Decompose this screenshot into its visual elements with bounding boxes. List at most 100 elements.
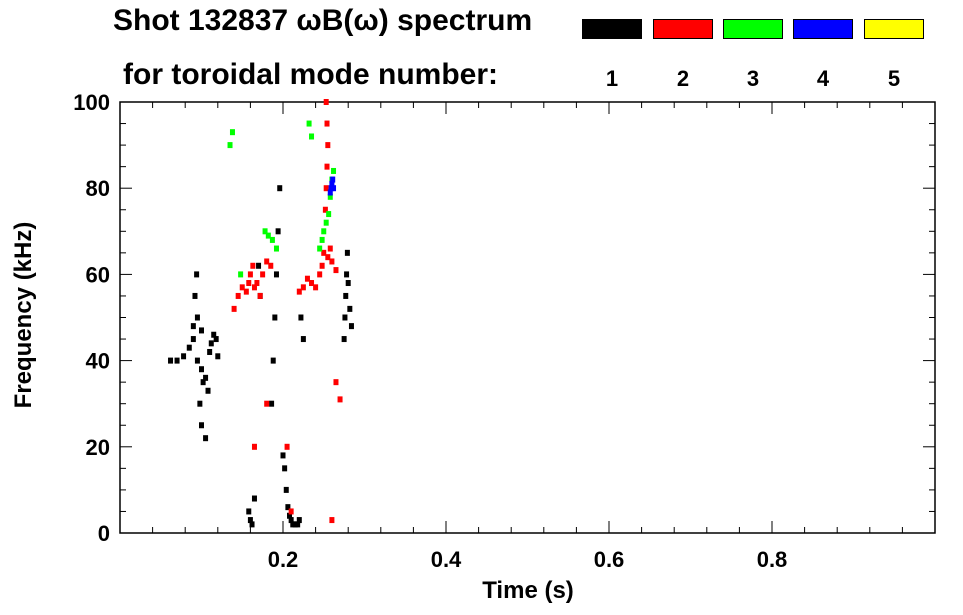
plot-border — [119, 101, 936, 534]
series-mode-2 — [231, 99, 343, 524]
data-point — [330, 176, 336, 183]
y-tick-label: 40 — [86, 349, 110, 374]
data-point — [283, 486, 289, 493]
data-point — [264, 258, 270, 265]
data-point — [341, 336, 347, 343]
data-point — [197, 400, 203, 407]
data-point — [324, 163, 330, 170]
chart-title-line-2: for toroidal mode number: — [123, 58, 498, 91]
data-point — [272, 314, 278, 321]
data-point — [288, 508, 294, 515]
data-point — [269, 236, 275, 243]
data-point — [304, 275, 310, 282]
data-point — [229, 129, 235, 136]
data-point — [337, 396, 343, 403]
legend-label-1: 1 — [605, 66, 619, 91]
data-point — [345, 280, 351, 287]
data-point — [203, 435, 209, 442]
data-point — [246, 280, 252, 287]
data-point — [342, 314, 348, 321]
data-point — [257, 292, 263, 299]
data-point — [227, 142, 233, 149]
data-point — [207, 348, 213, 355]
data-point — [270, 357, 276, 364]
data-point — [327, 189, 333, 196]
data-point — [285, 504, 291, 511]
legend-swatch-2 — [653, 19, 713, 39]
data-point — [251, 284, 257, 291]
legend-label-3: 3 — [746, 66, 760, 91]
x-tick-label: 0.4 — [431, 547, 462, 572]
data-point — [203, 374, 209, 381]
data-marks — [168, 99, 354, 528]
legend-label-2: 2 — [676, 66, 690, 91]
data-point — [251, 495, 257, 502]
data-point — [205, 387, 211, 394]
data-point — [215, 353, 221, 360]
data-point — [309, 133, 315, 140]
data-point — [168, 357, 174, 364]
data-point — [277, 185, 283, 192]
data-point — [235, 292, 241, 299]
data-point — [288, 517, 294, 524]
y-tick-label: 80 — [86, 176, 110, 201]
data-point — [323, 99, 329, 105]
legend-swatch-4 — [793, 19, 853, 39]
data-point — [333, 267, 339, 274]
legend-swatch-3 — [723, 19, 783, 39]
x-axis-title: Time (s) — [482, 577, 574, 604]
data-point — [199, 327, 204, 334]
data-point — [200, 379, 206, 386]
data-point — [268, 262, 274, 269]
data-point — [325, 254, 331, 261]
data-point — [273, 245, 279, 252]
data-point — [343, 292, 349, 299]
data-point — [319, 262, 325, 269]
data-point — [331, 185, 337, 192]
data-point — [251, 443, 257, 450]
data-point — [321, 228, 327, 235]
data-point — [317, 245, 323, 252]
y-tick-label: 60 — [86, 262, 110, 287]
y-axis-title: Frequency (kHz) — [10, 222, 37, 409]
data-point — [329, 258, 335, 265]
data-point — [238, 271, 244, 278]
data-point — [313, 284, 319, 291]
chart-title-line-1: Shot 132837 ωB(ω) spectrum — [113, 4, 533, 37]
data-point — [344, 249, 350, 256]
data-point — [327, 245, 333, 252]
data-point — [323, 185, 329, 192]
data-point — [296, 288, 302, 295]
data-point — [287, 512, 293, 519]
x-tick-label: 0.2 — [268, 547, 299, 572]
data-point — [329, 180, 335, 187]
data-point — [323, 219, 329, 226]
y-tick-label: 20 — [86, 435, 110, 460]
y-tick-label: 100 — [73, 90, 110, 115]
data-point — [192, 292, 198, 299]
data-point — [280, 452, 286, 459]
series-mode-1 — [168, 185, 354, 528]
data-point — [265, 232, 271, 239]
data-point — [275, 228, 281, 235]
data-point — [194, 357, 200, 364]
data-point — [211, 331, 217, 338]
data-point — [324, 120, 330, 127]
data-point — [269, 400, 275, 407]
data-point — [284, 443, 290, 450]
data-point — [190, 323, 196, 330]
data-point — [260, 271, 266, 278]
data-point — [319, 236, 325, 243]
data-point — [309, 280, 315, 287]
data-point — [273, 271, 279, 278]
data-point — [282, 465, 288, 472]
data-point — [249, 521, 255, 528]
data-point — [199, 422, 204, 429]
data-point — [348, 323, 354, 330]
series-mode-3 — [227, 120, 337, 278]
data-point — [256, 262, 262, 269]
data-point — [194, 314, 200, 321]
data-point — [329, 517, 335, 524]
data-point — [326, 211, 332, 218]
y-tick-label: 0 — [98, 521, 110, 546]
